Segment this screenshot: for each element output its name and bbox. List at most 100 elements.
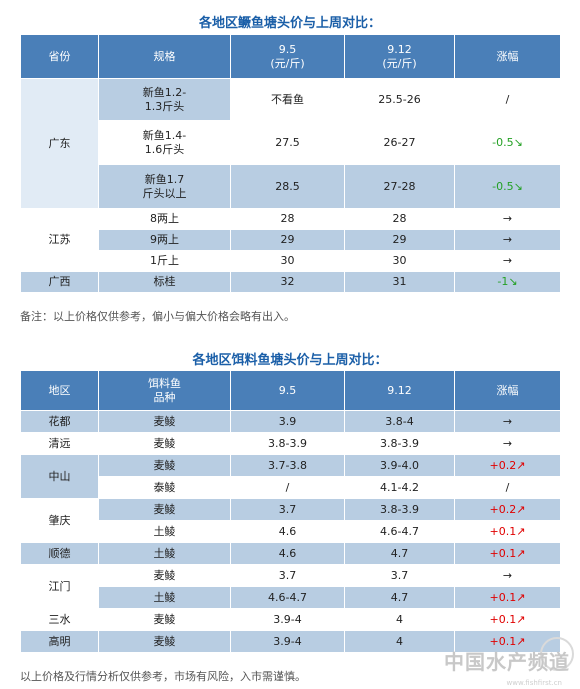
header-date1: 9.5 (元/斤) (230, 34, 345, 79)
province-cell: 江苏 (20, 208, 99, 272)
price-cell: 3.9-4 (230, 608, 345, 631)
price-cell: 3.9-4.0 (344, 454, 455, 477)
price-cell: 32 (230, 271, 345, 293)
price-cell: 25.5-26 (344, 78, 455, 121)
header-change: 涨幅 (454, 34, 561, 79)
price-cell: 3.8-3.9 (344, 432, 455, 455)
region-cell: 顺德 (20, 542, 99, 565)
header-date2: 9.12 (元/斤) (344, 34, 455, 79)
price-cell: 4 (344, 608, 455, 631)
spec-cell: 新鱼1.4- 1.6斤头 (98, 120, 231, 165)
price-cell: 4 (344, 630, 455, 653)
table2-title: 各地区饵料鱼塘头价与上周对比： (192, 353, 388, 368)
change-cell: +0.1↗ (454, 608, 561, 631)
region-cell: 江门 (20, 564, 99, 609)
kind-cell: 麦鲮 (98, 630, 231, 653)
price-cell: 3.7-3.8 (230, 454, 345, 477)
region-cell: 中山 (20, 454, 99, 499)
header-date2: 9.12 (344, 370, 455, 411)
price-cell: 27.5 (230, 120, 345, 165)
kind-cell: 土鲮 (98, 520, 231, 543)
spec-cell: 新鱼1.7 斤头以上 (98, 164, 231, 209)
change-cell: → (454, 250, 561, 272)
watermark-url: www.fishfirst.cn (506, 679, 562, 687)
price-cell: 4.7 (344, 542, 455, 565)
kind-cell: 麦鲮 (98, 410, 231, 433)
change-cell: +0.2↗ (454, 498, 561, 521)
bait-fish-price-table: 地区 饵料鱼 品种 9.5 9.12 涨幅 花都 麦鲮 3.9 3.8-4 → 清… (20, 370, 561, 653)
change-cell: → (454, 564, 561, 587)
price-cell: 4.6 (230, 520, 345, 543)
change-cell: / (454, 78, 561, 121)
globe-logo-icon (540, 637, 574, 671)
price-cell: 29 (230, 229, 345, 251)
kind-cell: 泰鲮 (98, 476, 231, 499)
province-cell: 广东 (20, 78, 99, 209)
change-cell: -0.5↘ (454, 120, 561, 165)
header-change: 涨幅 (454, 370, 561, 411)
change-cell: → (454, 208, 561, 230)
price-cell: 不看鱼 (230, 78, 345, 121)
price-cell: 4.1-4.2 (344, 476, 455, 499)
region-cell: 清远 (20, 432, 99, 455)
region-cell: 花都 (20, 410, 99, 433)
price-cell: 30 (344, 250, 455, 272)
price-cell: 28 (344, 208, 455, 230)
region-cell: 肇庆 (20, 498, 99, 543)
price-cell: 3.8-3.9 (230, 432, 345, 455)
header-date1: 9.5 (230, 370, 345, 411)
price-cell: 3.9-4 (230, 630, 345, 653)
price-cell: 3.7 (230, 564, 345, 587)
price-cell: 3.8-4 (344, 410, 455, 433)
table1-note: 备注：以上价格仅供参考，偏小与偏大价格会略有出入。 (20, 310, 295, 323)
change-cell: → (454, 229, 561, 251)
price-cell: 27-28 (344, 164, 455, 209)
kind-cell: 麦鲮 (98, 498, 231, 521)
header-region: 地区 (20, 370, 99, 411)
price-cell: 28.5 (230, 164, 345, 209)
price-cell: 29 (344, 229, 455, 251)
spec-cell: 1斤上 (98, 250, 231, 272)
price-cell: / (230, 476, 345, 499)
change-cell: / (454, 476, 561, 499)
price-cell: 26-27 (344, 120, 455, 165)
change-cell: +0.1↗ (454, 586, 561, 609)
price-cell: 4.6-4.7 (230, 586, 345, 609)
change-cell: +0.1↗ (454, 542, 561, 565)
change-cell: -1↘ (454, 271, 561, 293)
kind-cell: 麦鲮 (98, 432, 231, 455)
spec-cell: 新鱼1.2- 1.3斤头 (98, 78, 231, 121)
change-cell: +0.1↗ (454, 630, 561, 653)
price-cell: 3.7 (344, 564, 455, 587)
kind-cell: 土鲮 (98, 586, 231, 609)
header-province: 省份 (20, 34, 99, 79)
kind-cell: 麦鲮 (98, 454, 231, 477)
change-cell: +0.1↗ (454, 520, 561, 543)
kind-cell: 麦鲮 (98, 564, 231, 587)
mandarin-fish-price-table: 省份 规格 9.5 (元/斤) 9.12 (元/斤) 涨幅 广东 新鱼1.2- 1.3… (20, 34, 561, 293)
table2-note: 以上价格及行情分析仅供参考，市场有风险，入市需谨慎。 (20, 670, 306, 683)
price-cell: 28 (230, 208, 345, 230)
spec-cell: 8两上 (98, 208, 231, 230)
price-cell: 4.6 (230, 542, 345, 565)
change-cell: +0.2↗ (454, 454, 561, 477)
price-cell: 3.8-3.9 (344, 498, 455, 521)
price-cell: 30 (230, 250, 345, 272)
kind-cell: 土鲮 (98, 542, 231, 565)
header-spec: 规格 (98, 34, 231, 79)
province-cell: 广西 (20, 271, 99, 293)
watermark-logo: 中国水产频道 (444, 650, 570, 674)
price-cell: 3.7 (230, 498, 345, 521)
kind-cell: 麦鲮 (98, 608, 231, 631)
price-cell: 3.9 (230, 410, 345, 433)
price-cell: 4.6-4.7 (344, 520, 455, 543)
region-cell: 高明 (20, 630, 99, 653)
change-cell: → (454, 410, 561, 433)
price-cell: 31 (344, 271, 455, 293)
table1-title: 各地区鳜鱼塘头价与上周对比： (198, 16, 381, 31)
change-cell: -0.5↘ (454, 164, 561, 209)
change-cell: → (454, 432, 561, 455)
spec-cell: 标桂 (98, 271, 231, 293)
price-cell: 4.7 (344, 586, 455, 609)
region-cell: 三水 (20, 608, 99, 631)
